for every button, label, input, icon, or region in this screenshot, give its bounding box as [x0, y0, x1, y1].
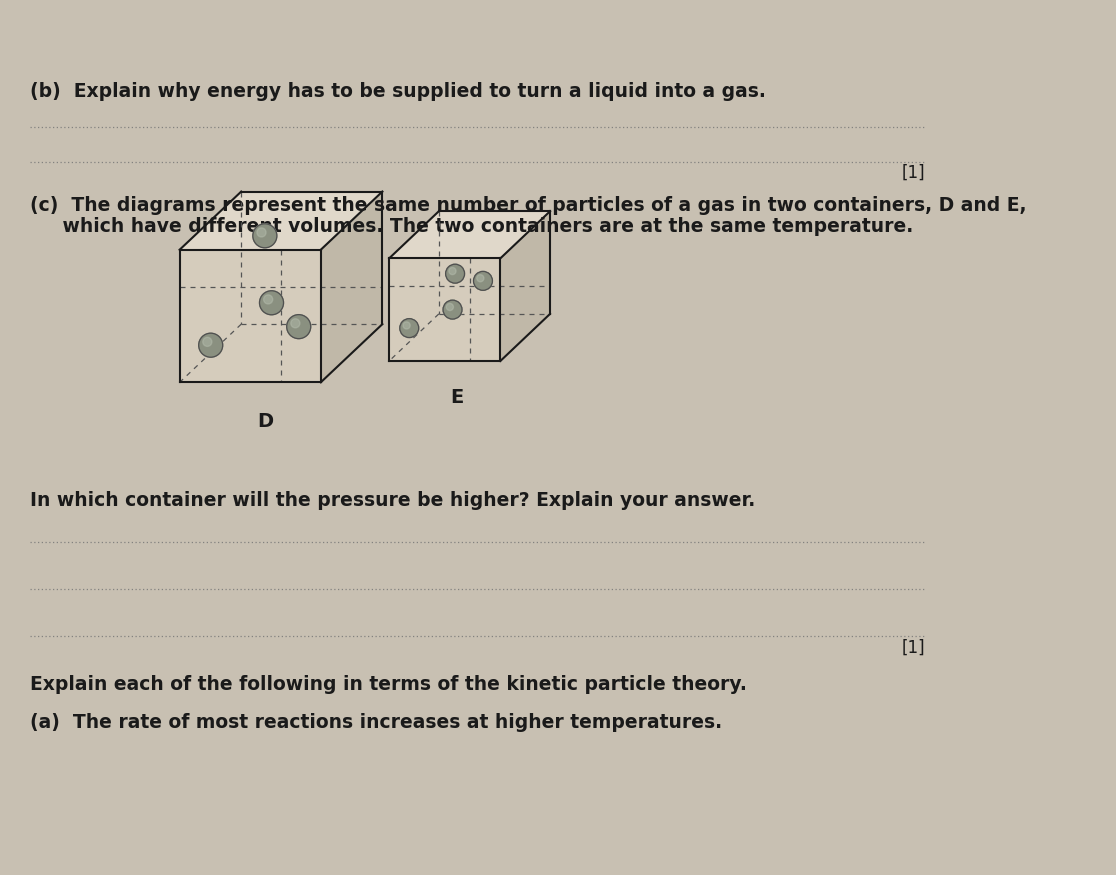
Circle shape	[446, 304, 453, 311]
Circle shape	[253, 224, 277, 248]
Circle shape	[199, 333, 223, 357]
Text: D: D	[258, 412, 273, 431]
Polygon shape	[500, 211, 550, 361]
Circle shape	[203, 337, 212, 346]
Text: (a)  The rate of most reactions increases at higher temperatures.: (a) The rate of most reactions increases…	[30, 713, 722, 732]
Text: [1]: [1]	[902, 639, 925, 657]
Circle shape	[400, 318, 418, 338]
Circle shape	[257, 228, 266, 237]
Polygon shape	[389, 258, 500, 361]
Circle shape	[403, 322, 411, 329]
Polygon shape	[389, 211, 550, 258]
Circle shape	[445, 264, 464, 284]
Circle shape	[473, 271, 492, 290]
Circle shape	[477, 275, 484, 282]
Text: [1]: [1]	[902, 164, 925, 182]
Text: (b)  Explain why energy has to be supplied to turn a liquid into a gas.: (b) Explain why energy has to be supplie…	[30, 82, 766, 102]
Circle shape	[260, 290, 283, 315]
Circle shape	[443, 300, 462, 319]
Polygon shape	[180, 192, 383, 249]
Polygon shape	[320, 192, 383, 382]
Text: (c)  The diagrams represent the same number of particles of a gas in two contain: (c) The diagrams represent the same numb…	[30, 196, 1027, 215]
Text: E: E	[451, 388, 464, 407]
Circle shape	[291, 318, 300, 328]
Circle shape	[449, 268, 456, 275]
Text: Explain each of the following in terms of the kinetic particle theory.: Explain each of the following in terms o…	[30, 675, 747, 694]
Circle shape	[263, 295, 272, 304]
Polygon shape	[180, 249, 320, 382]
Text: In which container will the pressure be higher? Explain your answer.: In which container will the pressure be …	[30, 491, 756, 510]
Circle shape	[287, 315, 310, 339]
Text: which have different volumes. The two containers are at the same temperature.: which have different volumes. The two co…	[30, 217, 913, 236]
